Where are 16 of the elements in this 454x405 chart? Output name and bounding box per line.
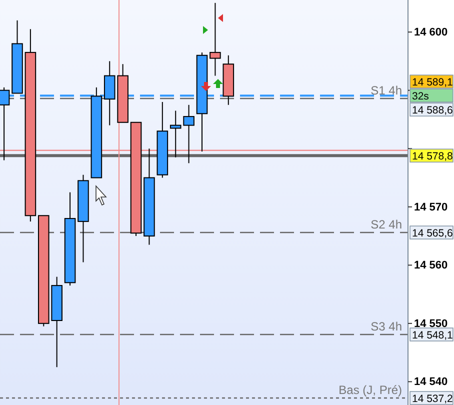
text: 32s — [412, 90, 429, 103]
text: 14 588,6 — [412, 104, 454, 117]
y-tick-label: 14 600 — [414, 26, 448, 39]
annotation: 14 578,8 — [412, 150, 454, 163]
annotation: 14 548,1 — [412, 329, 454, 342]
ref-line-label: S3 4h — [370, 319, 402, 334]
y-tick-label: 14 550 — [414, 318, 448, 330]
annotation: 14 565,6 — [412, 228, 454, 240]
ref-line-label: S2 4h — [370, 218, 402, 232]
y-tick-label: 14 570 — [414, 201, 448, 214]
annotation: 14 537,2 — [412, 393, 454, 405]
y-tick-label: 14 540 — [414, 376, 448, 388]
ref-line-label: S1 4h — [370, 83, 402, 98]
ref-line-label: Bas (J, Pré) — [338, 383, 402, 398]
y-tick-label: 14 560 — [414, 260, 448, 272]
text: 14 589,1 — [412, 76, 454, 89]
